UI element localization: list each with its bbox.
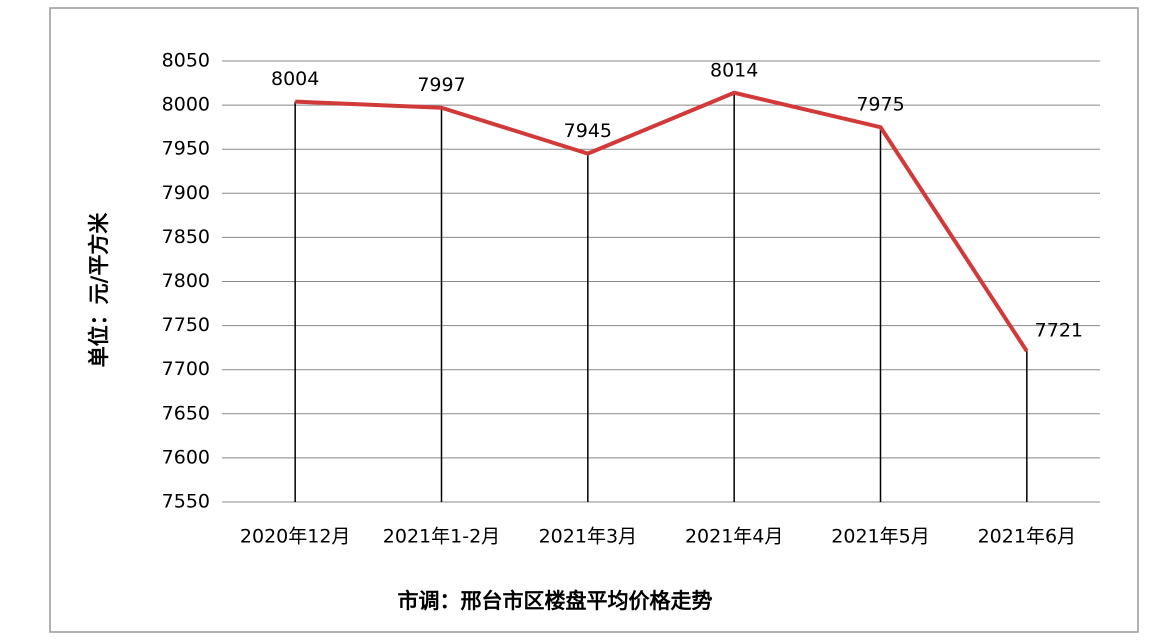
x-tick-label: 2021年3月	[539, 526, 637, 548]
y-tick-label: 7550	[162, 491, 210, 513]
data-label: 7997	[417, 74, 465, 96]
y-tick-label: 8000	[162, 94, 210, 116]
x-tick-label: 2021年1-2月	[383, 526, 500, 548]
x-tick-label: 2021年5月	[831, 526, 929, 548]
data-label: 7721	[1035, 320, 1083, 342]
chart-border	[49, 7, 1139, 633]
y-tick-label: 7950	[162, 138, 210, 160]
y-tick-label: 7750	[162, 314, 210, 336]
data-line	[295, 90, 1029, 353]
x-tick-label: 2021年6月	[978, 526, 1076, 548]
y-axis-label: 单位：元/平方米	[87, 212, 111, 368]
data-label: 7975	[856, 94, 904, 116]
data-label: 7945	[564, 120, 612, 142]
y-tick-label: 7650	[162, 402, 210, 424]
y-tick-label: 7600	[162, 446, 210, 468]
y-tick-label: 7800	[162, 270, 210, 292]
y-tick-label: 7850	[162, 226, 210, 248]
data-label: 8004	[271, 68, 319, 90]
x-tick-label: 2020年12月	[240, 526, 351, 548]
y-tick-label: 7700	[162, 358, 210, 380]
y-tick-label: 7900	[162, 182, 210, 204]
data-label: 8014	[710, 59, 758, 81]
chart-title: 市调：邢台市区楼盘平均价格走势	[398, 589, 713, 613]
y-tick-label: 8050	[162, 50, 210, 72]
x-tick-label: 2021年4月	[685, 526, 783, 548]
